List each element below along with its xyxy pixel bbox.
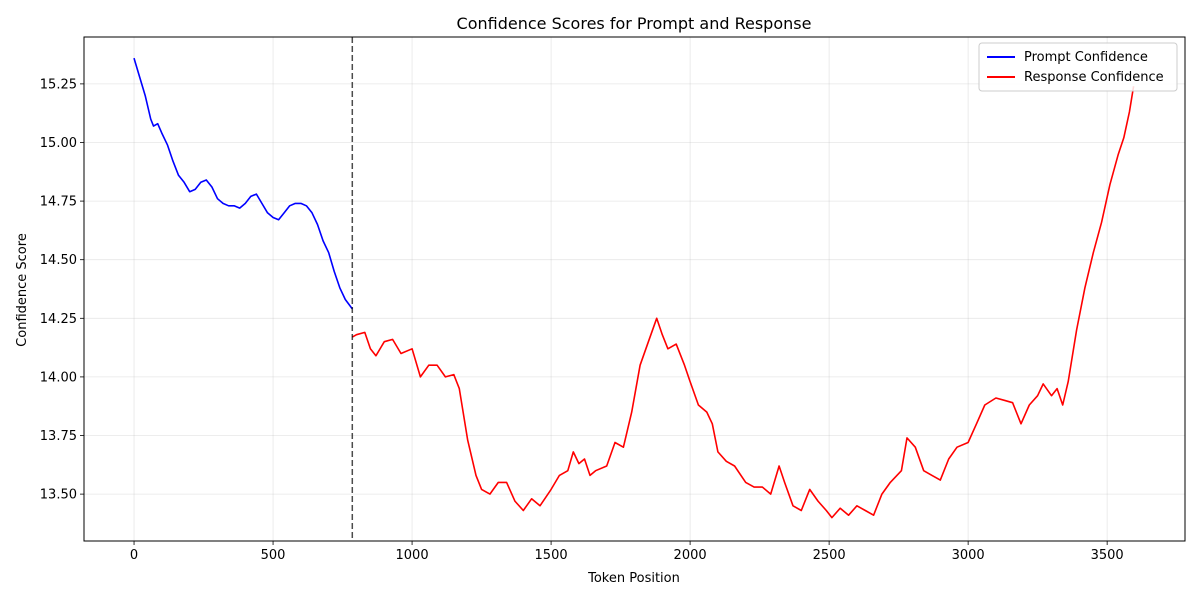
- plot-area: [133, 37, 1135, 541]
- prompt-confidence-line: [133, 57, 353, 310]
- y-tick-label: 14.00: [40, 370, 77, 385]
- x-axis-ticks: 0 500 1000 1500 2000 2500 3000 3500: [130, 541, 1124, 563]
- y-tick-label: 14.50: [40, 253, 77, 268]
- y-axis-label: Confidence Score: [15, 233, 30, 347]
- legend-label-response: Response Confidence: [1024, 70, 1164, 85]
- x-tick-label: 3000: [952, 548, 985, 563]
- y-axis-ticks: 13.50 13.75 14.00 14.25 14.50 14.75 15.00 15.25: [40, 77, 84, 503]
- y-tick-label: 13.50: [40, 488, 77, 503]
- y-tick-label: 14.25: [40, 312, 77, 327]
- x-tick-label: 1000: [396, 548, 429, 563]
- grid: [84, 37, 1185, 541]
- x-tick-label: 2000: [674, 548, 707, 563]
- x-tick-label: 3500: [1091, 548, 1124, 563]
- plot-frame: [83, 36, 1186, 542]
- legend-box: [978, 42, 1178, 92]
- x-tick-label: 1500: [535, 548, 568, 563]
- legend: Prompt Confidence Response Confidence: [978, 42, 1178, 92]
- y-tick-label: 14.75: [40, 195, 77, 210]
- x-tick-label: 2500: [813, 548, 846, 563]
- legend-label-prompt: Prompt Confidence: [1024, 50, 1148, 65]
- y-tick-label: 13.75: [40, 429, 77, 444]
- x-tick-label: 500: [261, 548, 286, 563]
- y-tick-label: 15.00: [40, 136, 77, 151]
- response-confidence-line: [351, 86, 1135, 519]
- chart-title: Confidence Scores for Prompt and Respons…: [457, 14, 812, 33]
- y-tick-label: 15.25: [40, 77, 77, 92]
- x-tick-label: 0: [130, 548, 138, 563]
- x-axis-label: Token Position: [587, 571, 680, 586]
